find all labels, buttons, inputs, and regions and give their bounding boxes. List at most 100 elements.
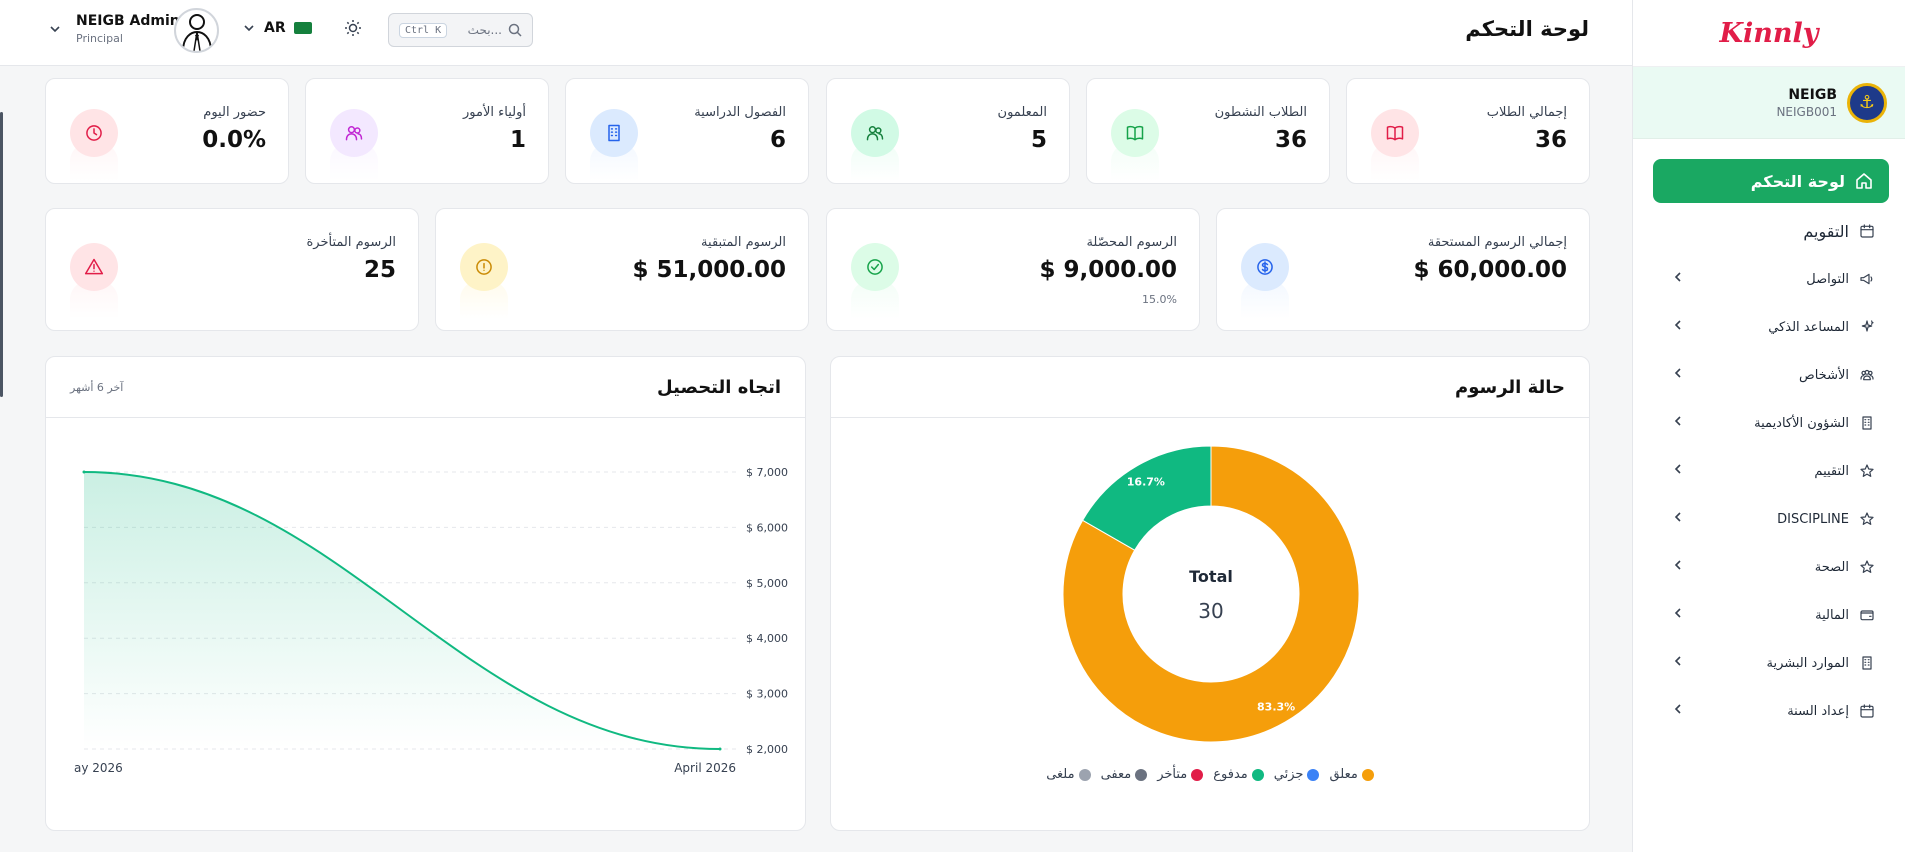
stat-value: 1: [509, 127, 526, 153]
user-role: Principal: [76, 32, 123, 45]
sidebar-item-label: الصحة: [1814, 559, 1849, 575]
stat-card[interactable]: إجمالي الرسوم المستحقة $ 60,000.00: [1216, 208, 1590, 331]
legend-item[interactable]: مدفوع: [1213, 767, 1264, 782]
language-code: AR: [264, 20, 286, 36]
donut-center-label: Total: [1189, 567, 1233, 586]
sidebar-item[interactable]: الصحة: [1653, 543, 1889, 591]
avatar[interactable]: [174, 8, 219, 53]
panel-title: اتجاه التحصيل: [657, 377, 781, 398]
stat-label: إجمالي الطلاب: [1486, 105, 1567, 120]
legend-swatch: [1191, 768, 1204, 781]
stat-label: الرسوم المتبقية: [701, 235, 786, 250]
y-tick-label: $ 5,000: [746, 577, 788, 590]
sidebar-item-label: إعداد السنة: [1787, 703, 1849, 719]
chevron-left-icon: [1671, 558, 1685, 576]
sidebar-item-dashboard[interactable]: لوحة التحكم: [1653, 159, 1889, 203]
chevron-left-icon: [1671, 702, 1685, 720]
stat-value: 36: [1534, 127, 1567, 153]
x-tick-label: April 2026: [674, 761, 736, 775]
legend-label: متأخر: [1157, 767, 1188, 782]
legend-item[interactable]: ملغى: [1046, 767, 1091, 782]
donut-slice[interactable]: [1081, 445, 1212, 551]
search-icon: [508, 23, 522, 37]
user-info[interactable]: NEIGB Admin Principal: [76, 13, 180, 45]
data-point[interactable]: [718, 747, 722, 751]
users-icon: [330, 109, 378, 157]
legend-swatch: [1307, 768, 1320, 781]
donut-slice[interactable]: [1062, 445, 1360, 743]
theme-toggle-sun-icon[interactable]: [344, 19, 362, 42]
sidebar-item[interactable]: DISCIPLINE: [1653, 495, 1889, 543]
divider: [46, 417, 805, 418]
legend-item[interactable]: معلق: [1329, 767, 1374, 782]
series-line[interactable]: [83, 471, 721, 750]
sidebar-item[interactable]: المالية: [1653, 591, 1889, 639]
window-edge: [0, 112, 3, 397]
brand[interactable]: Kinnly: [1633, 0, 1905, 67]
stat-card[interactable]: الرسوم المتأخرة 25: [45, 208, 419, 331]
topbar: NEIGB Admin Principal AR Ctrl K بحث...: [0, 0, 1632, 66]
sidebar-item[interactable]: التقويم: [1653, 207, 1889, 255]
stat-card[interactable]: الفصول الدراسية 6: [565, 78, 809, 184]
calendar-icon: [1859, 223, 1875, 239]
sidebar-item[interactable]: الأشخاص: [1653, 351, 1889, 399]
search-placeholder: بحث...: [467, 23, 502, 37]
y-tick-label: $ 6,000: [746, 521, 788, 534]
school-switcher[interactable]: NEIGB NEIGB001 ⚓: [1633, 67, 1905, 139]
x-tick-label: ay 2026: [74, 761, 123, 775]
sidebar-item[interactable]: المساعد الذكي: [1653, 303, 1889, 351]
sidebar-item-label: المالية: [1815, 607, 1849, 623]
panel-title: حالة الرسوم: [1455, 377, 1565, 398]
stat-card[interactable]: المعلمون 5: [826, 78, 1070, 184]
brand-logo: Kinnly: [1719, 17, 1819, 49]
slice-value-label: 83.3%: [1257, 701, 1295, 714]
stat-card[interactable]: الطلاب النشطون 36: [1086, 78, 1330, 184]
data-point[interactable]: [82, 470, 86, 474]
sidebar-item-label: التقويم: [1803, 221, 1849, 241]
chevron-down-icon: [244, 25, 254, 32]
legend-item[interactable]: متأخر: [1157, 767, 1204, 782]
stat-card[interactable]: الرسوم المتبقية $ 51,000.00: [435, 208, 809, 331]
saudi-flag-icon: [293, 22, 312, 34]
stat-value: 6: [769, 127, 786, 153]
stat-label: أولياء الأمور: [463, 105, 526, 120]
stat-card[interactable]: حضور اليوم 0.0%: [45, 78, 289, 184]
language-switcher[interactable]: AR: [242, 20, 312, 36]
legend-item[interactable]: جزئي: [1274, 767, 1320, 782]
sidebar-item[interactable]: الموارد البشرية: [1653, 639, 1889, 687]
legend-label: معفى: [1100, 767, 1132, 782]
stat-value: 5: [1030, 127, 1047, 153]
chevron-left-icon: [1671, 654, 1685, 672]
sidebar-item[interactable]: التقييم: [1653, 447, 1889, 495]
search-input[interactable]: Ctrl K بحث...: [388, 13, 533, 47]
sidebar-item[interactable]: إعداد السنة: [1653, 687, 1889, 735]
check-circle-icon: [851, 243, 899, 291]
legend-swatch: [1135, 768, 1148, 781]
stat-card[interactable]: أولياء الأمور 1: [305, 78, 549, 184]
stat-card[interactable]: الرسوم المحصّلة $ 9,000.00 15.0%: [826, 208, 1200, 331]
legend-swatch: [1251, 768, 1264, 781]
home-icon: [1856, 173, 1872, 189]
stat-value: $ 9,000.00: [1039, 257, 1177, 283]
collection-trend-chart: $ 2,000 $ 3,000 $ 4,000 $ 5,000 $ 6,000 $ 7,0…: [74, 466, 788, 775]
sidebar-item[interactable]: التواصل: [1653, 255, 1889, 303]
slice-value-label: 16.7%: [1127, 475, 1165, 488]
book-icon: [1371, 109, 1419, 157]
sidebar-item-label: المساعد الذكي: [1768, 319, 1849, 335]
sidebar-item[interactable]: الشؤون الأكاديمية: [1653, 399, 1889, 447]
y-tick-label: $ 4,000: [746, 632, 788, 645]
sparkles-icon: [1859, 319, 1875, 335]
legend-label: مدفوع: [1213, 767, 1248, 782]
search-shortcut: Ctrl K: [399, 22, 448, 38]
stat-value: $ 51,000.00: [632, 257, 786, 283]
sidebar-item-label: الأشخاص: [1799, 367, 1849, 383]
dollar-icon: [1241, 243, 1289, 291]
user-menu-chevron-icon[interactable]: [48, 22, 62, 40]
legend-item[interactable]: معفى: [1101, 767, 1148, 782]
stat-label: المعلمون: [997, 105, 1047, 120]
donut-center-value: 30: [1198, 599, 1223, 623]
stat-value: 25: [363, 257, 396, 283]
chevron-left-icon: [1671, 510, 1685, 528]
stat-label: الفصول الدراسية: [694, 105, 786, 120]
stat-card[interactable]: إجمالي الطلاب 36: [1346, 78, 1590, 184]
